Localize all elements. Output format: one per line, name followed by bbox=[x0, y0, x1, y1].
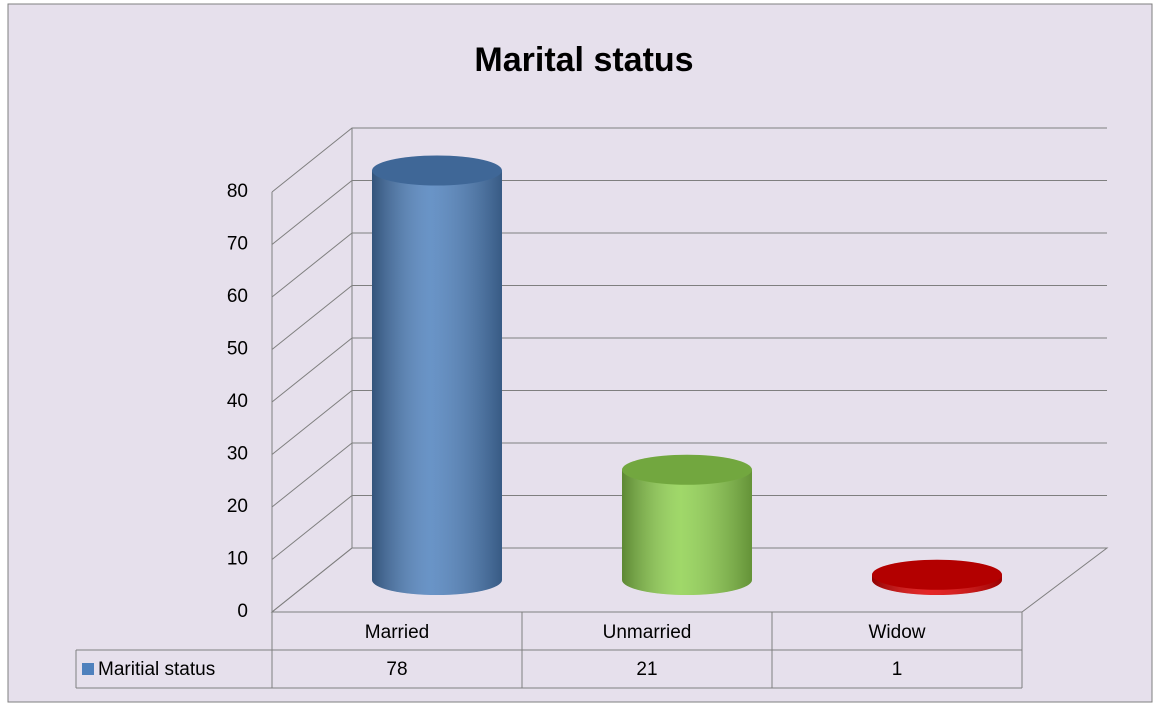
legend-label: Maritial status bbox=[98, 659, 215, 680]
bar-shade bbox=[622, 469, 752, 595]
y-tick-label: 30 bbox=[227, 444, 248, 465]
grid-line bbox=[271, 442, 1107, 508]
y-tick-label: 80 bbox=[227, 181, 248, 202]
grid-line bbox=[271, 547, 1107, 613]
y-tick-label: 60 bbox=[227, 286, 248, 307]
legend-swatch bbox=[82, 663, 94, 675]
bar-top-shade bbox=[372, 155, 502, 186]
grid-line bbox=[271, 390, 1107, 455]
bar-top bbox=[872, 559, 1002, 590]
y-tick-label: 40 bbox=[227, 391, 248, 412]
y-tick-label: 10 bbox=[227, 549, 248, 570]
grid-line bbox=[271, 285, 1107, 350]
x-tick-label: Married bbox=[365, 622, 429, 643]
bar-top-shade bbox=[622, 454, 752, 485]
table-value: 1 bbox=[892, 659, 903, 680]
bar-shade bbox=[372, 170, 502, 595]
grid-line bbox=[271, 180, 1107, 245]
x-tick-label: Widow bbox=[868, 622, 925, 643]
bar-top-shade bbox=[872, 559, 1002, 590]
y-tick-label: 50 bbox=[227, 339, 248, 360]
y-tick-label: 20 bbox=[227, 496, 248, 517]
grid-line bbox=[271, 127, 1107, 193]
chart-area bbox=[7, 3, 1153, 703]
table-value: 78 bbox=[386, 659, 407, 680]
grid-line bbox=[271, 495, 1107, 560]
chart-title: Marital status bbox=[474, 41, 693, 79]
table-value: 21 bbox=[636, 659, 657, 680]
x-tick-label: Unmarried bbox=[603, 622, 692, 643]
y-tick-label: 0 bbox=[237, 601, 248, 622]
y-tick-label: 70 bbox=[227, 234, 248, 255]
bar-top bbox=[372, 155, 502, 186]
grid-line bbox=[271, 232, 1107, 298]
bar-top bbox=[622, 454, 752, 485]
grid-line bbox=[271, 337, 1107, 403]
